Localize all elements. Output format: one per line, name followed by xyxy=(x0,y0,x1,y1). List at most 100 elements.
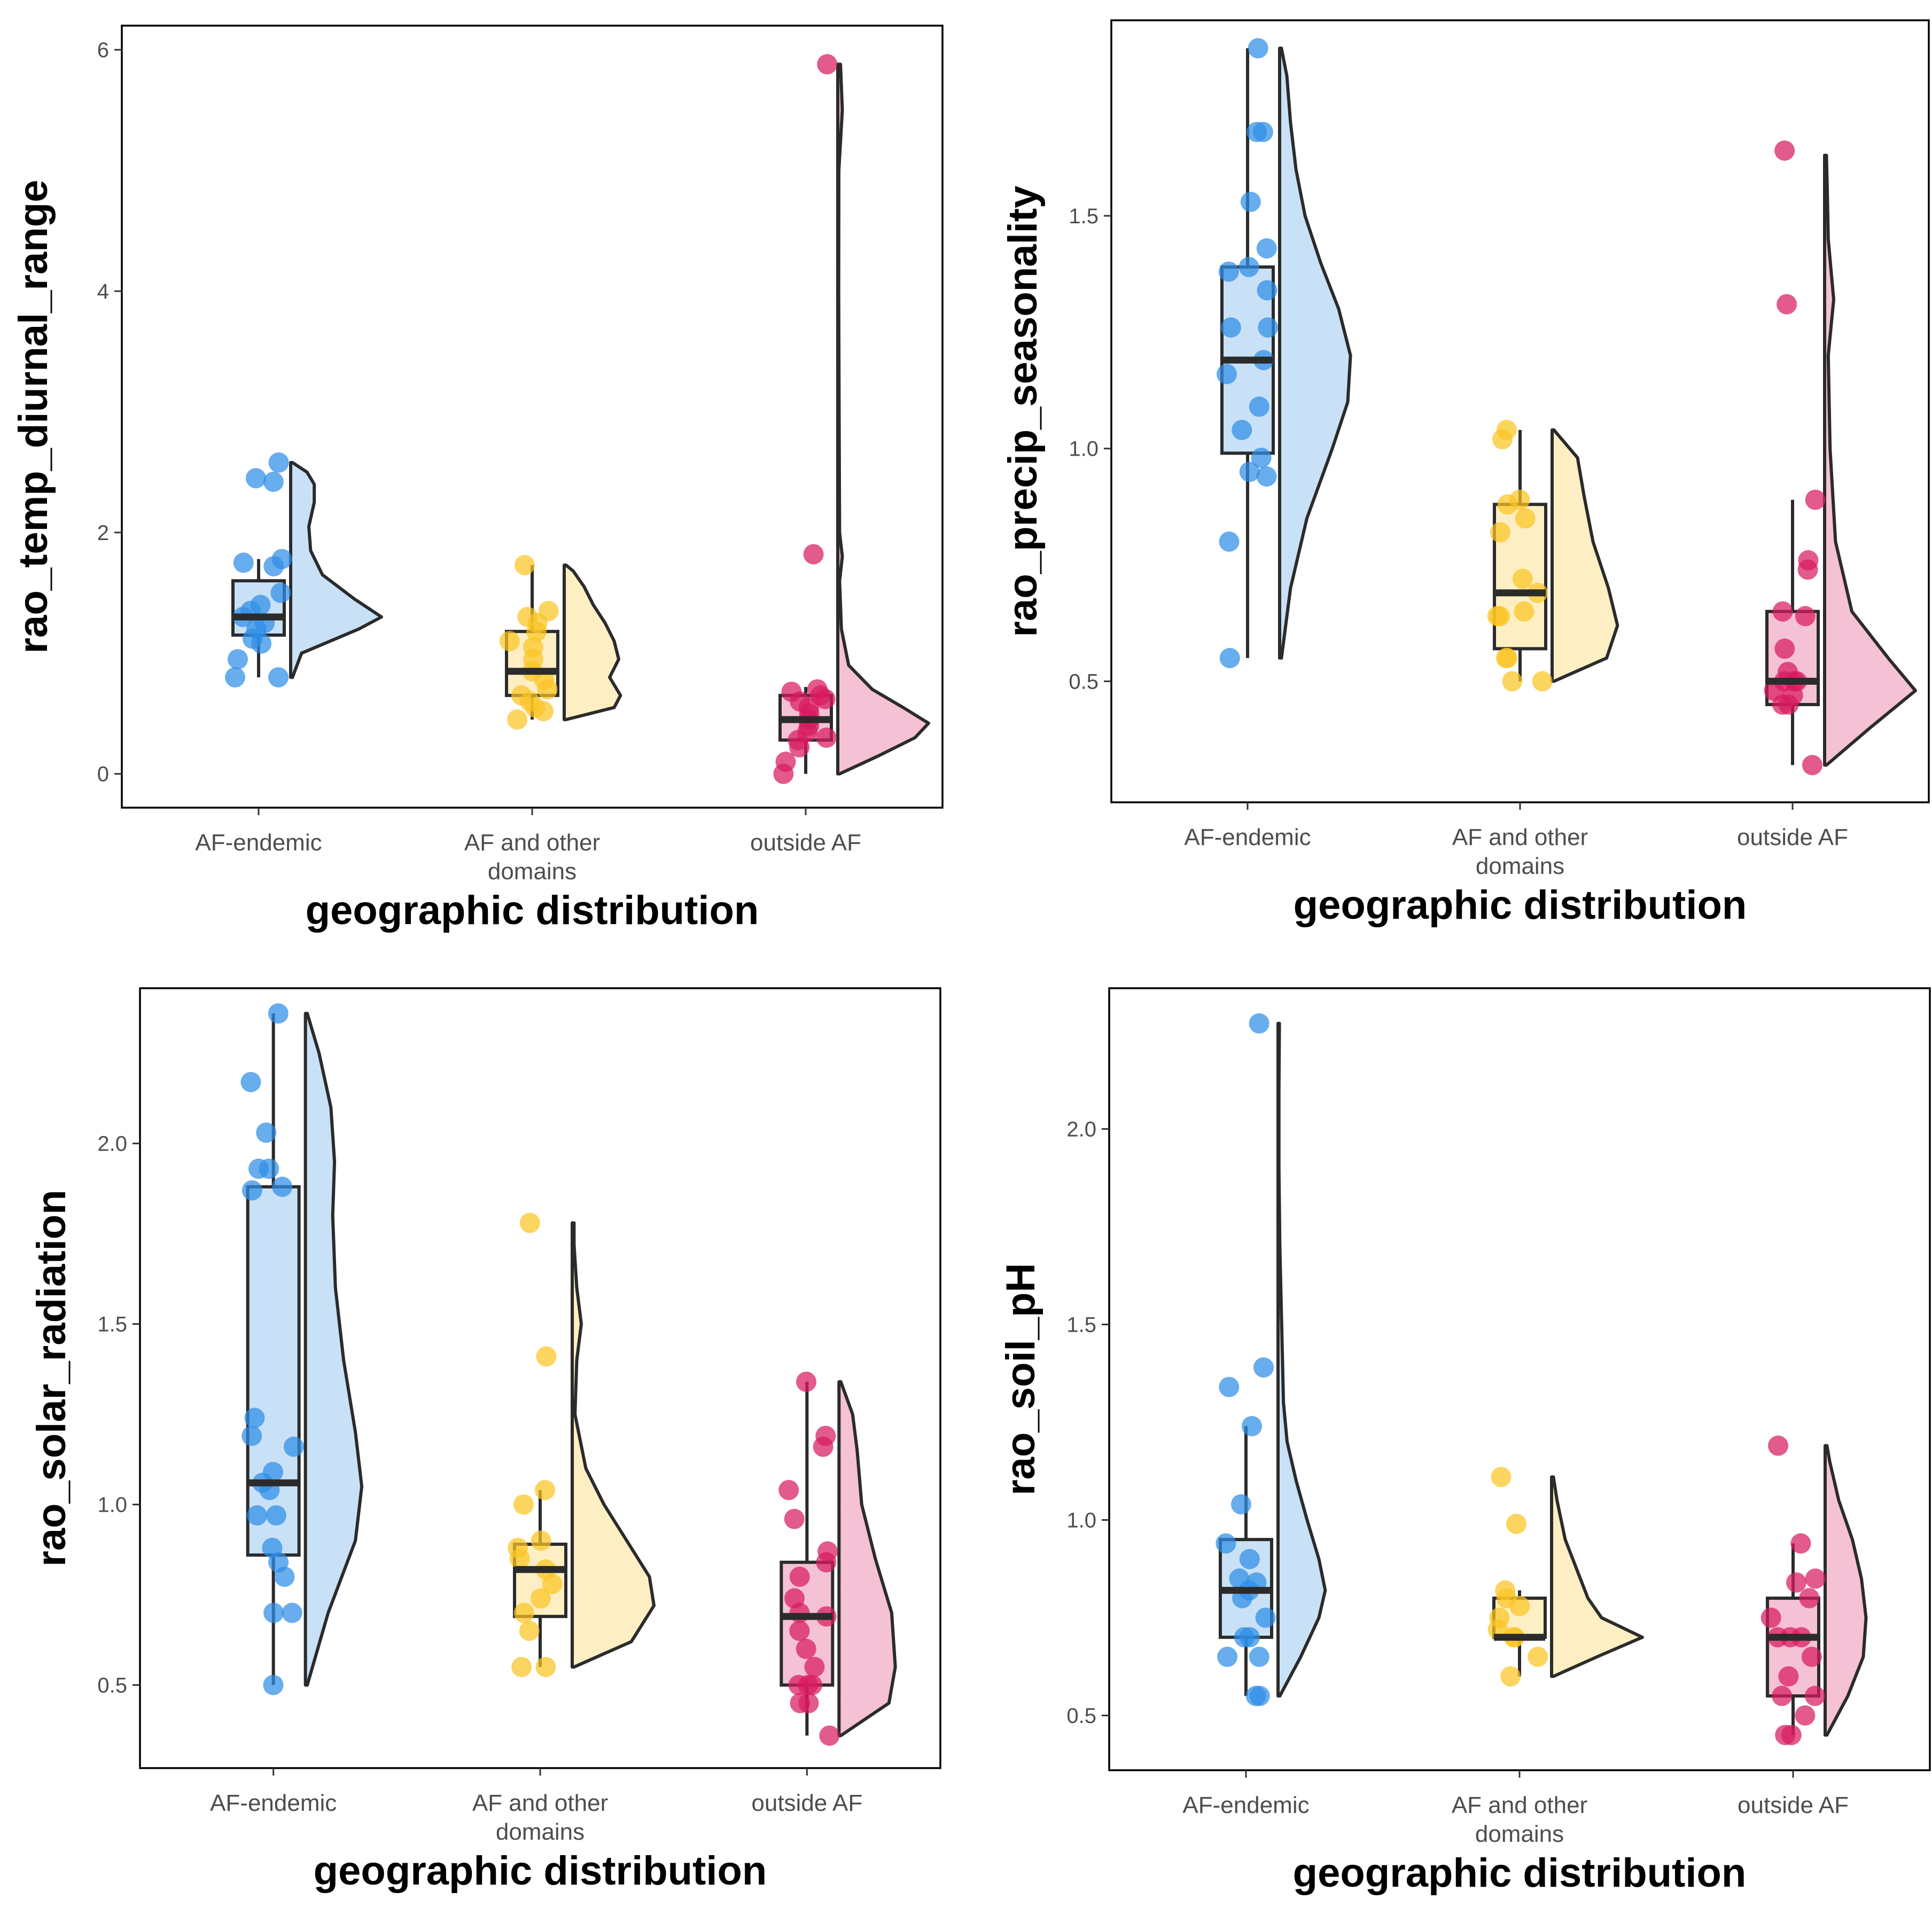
data-point xyxy=(775,752,796,772)
panel-precip-seasonality: 0.5 1.0 1.5 rao_precip_seasonality geographi… xyxy=(1000,19,1930,928)
x-tick-label: outside AF xyxy=(1737,824,1848,850)
data-point xyxy=(272,1176,293,1197)
y-tick-label: 0.5 xyxy=(1066,1705,1096,1728)
violin-2 xyxy=(836,62,930,776)
data-point xyxy=(1774,638,1795,659)
y-tick-label: 1.0 xyxy=(1066,1509,1096,1533)
y-axis-title: rao_solar_radiation xyxy=(29,1190,74,1566)
data-point xyxy=(1239,462,1260,482)
data-point xyxy=(1249,396,1269,417)
data-point xyxy=(1240,191,1261,212)
data-point xyxy=(530,1588,551,1609)
y-tick-label: 6 xyxy=(97,38,109,62)
data-point xyxy=(256,1122,277,1143)
data-point xyxy=(1798,550,1819,570)
data-point xyxy=(1801,1646,1822,1667)
data-point xyxy=(1249,1013,1269,1034)
data-point xyxy=(1768,1435,1788,1456)
data-point xyxy=(523,637,543,658)
data-point xyxy=(245,468,266,489)
data-point xyxy=(270,582,291,603)
data-point xyxy=(1257,280,1277,301)
x-tick-label: AF and other xyxy=(464,830,600,856)
data-point xyxy=(778,1480,799,1500)
data-point xyxy=(263,1602,284,1623)
violin-0 xyxy=(303,1012,364,1687)
data-point xyxy=(1230,1494,1251,1515)
data-point xyxy=(1772,601,1793,622)
y-tick-label: 1.0 xyxy=(97,1494,127,1517)
x-tick-label: AF-endemic xyxy=(195,830,322,856)
y-tick-label: 0.5 xyxy=(97,1674,127,1698)
data-point xyxy=(517,607,538,627)
data-point xyxy=(1805,1568,1826,1589)
data-point xyxy=(796,1371,816,1392)
data-point xyxy=(1490,522,1510,543)
violin-0 xyxy=(1276,1021,1327,1698)
data-point xyxy=(248,1159,269,1179)
data-point xyxy=(781,682,802,702)
x-tick-label: domains xyxy=(1476,853,1564,879)
data-point xyxy=(1490,606,1510,627)
data-point xyxy=(1252,122,1273,143)
data-point xyxy=(511,685,532,706)
data-point xyxy=(263,472,284,492)
data-point xyxy=(244,1408,265,1428)
data-point xyxy=(1805,1685,1825,1706)
data-point xyxy=(538,600,559,621)
violin-2 xyxy=(1823,153,1917,767)
data-point xyxy=(1775,1725,1796,1746)
data-point xyxy=(515,554,535,575)
data-point xyxy=(225,667,245,687)
data-point xyxy=(819,1725,840,1746)
data-point xyxy=(1253,1357,1274,1378)
data-point xyxy=(803,544,824,565)
data-point xyxy=(250,595,271,615)
violin-1 xyxy=(1551,428,1619,683)
data-point xyxy=(1256,466,1277,487)
box-0 xyxy=(246,1185,301,1557)
y-tick-label: 1.5 xyxy=(1069,205,1099,228)
data-point xyxy=(1219,1377,1240,1397)
data-point xyxy=(268,1003,289,1024)
data-point xyxy=(268,667,289,687)
data-point xyxy=(1491,1467,1512,1487)
data-point xyxy=(531,1530,551,1551)
data-point xyxy=(499,631,520,652)
data-point xyxy=(1532,671,1553,692)
violin-1 xyxy=(1550,1475,1644,1678)
y-tick-label: 2.0 xyxy=(97,1132,127,1156)
data-point xyxy=(240,1072,261,1092)
x-tick-label: AF and other xyxy=(472,1790,608,1816)
data-point xyxy=(1255,1607,1276,1628)
x-tick-label: outside AF xyxy=(751,1790,862,1816)
data-point xyxy=(1795,606,1816,627)
data-point xyxy=(1515,508,1536,529)
data-point xyxy=(536,1346,557,1367)
y-tick-label: 1.0 xyxy=(1069,437,1099,461)
x-axis-title: geographic distribution xyxy=(314,1848,767,1894)
data-point xyxy=(1514,601,1534,622)
x-tick-label: AF and other xyxy=(1452,824,1588,850)
data-point xyxy=(1256,238,1277,259)
data-point xyxy=(1500,1666,1521,1687)
data-point xyxy=(815,1426,836,1447)
y-tick-label: 0 xyxy=(97,763,109,786)
data-point xyxy=(816,728,837,748)
data-point xyxy=(784,1588,805,1609)
data-point xyxy=(1777,294,1797,315)
data-point xyxy=(1238,256,1259,277)
data-point xyxy=(817,1541,838,1562)
data-point xyxy=(513,1602,534,1623)
x-tick-label: domains xyxy=(1475,1821,1564,1847)
data-point xyxy=(804,1656,825,1677)
data-point xyxy=(1805,489,1826,510)
data-point xyxy=(1496,419,1517,440)
x-tick-label: AF-endemic xyxy=(1184,824,1311,850)
data-point xyxy=(513,1494,534,1515)
data-point xyxy=(1495,1580,1516,1601)
data-point xyxy=(1528,1646,1548,1667)
data-point xyxy=(1229,1568,1250,1589)
y-axis-title: rao_precip_seasonality xyxy=(1000,186,1046,637)
y-tick-label: 0.5 xyxy=(1069,670,1099,693)
